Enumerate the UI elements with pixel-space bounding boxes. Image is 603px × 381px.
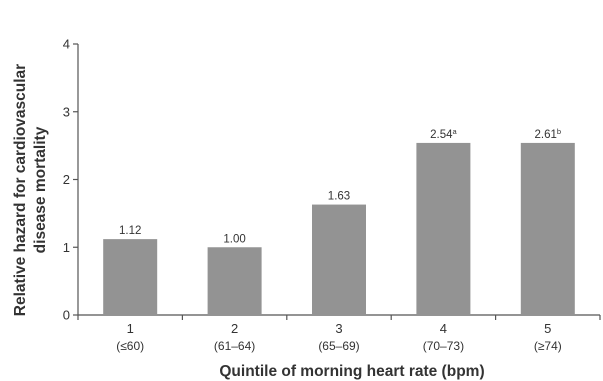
data-label: 1.12 xyxy=(119,225,141,237)
bar-quintile-4 xyxy=(416,142,471,315)
data-labels: 1.12 1.00 1.63 2.54a 2.61b xyxy=(119,127,561,245)
x-tick-sublabel: (70–73) xyxy=(423,339,464,353)
x-tick-sublabel: (65–69) xyxy=(318,339,359,353)
data-label-value: 1.00 xyxy=(223,233,245,245)
y-axis-title-line-1: Relative hazard for cardiovascular xyxy=(12,64,29,316)
data-label: 1.00 xyxy=(223,233,245,245)
y-tick-label: 1 xyxy=(63,240,70,255)
data-label-value: 1.63 xyxy=(328,191,350,203)
data-label-superscript: a xyxy=(453,127,458,136)
y-axis: 0 1 2 3 4 xyxy=(63,37,79,323)
x-tick-label: 5 xyxy=(544,321,551,336)
x-tick-sublabel: (≥74) xyxy=(534,339,562,353)
bars xyxy=(103,142,575,315)
y-tick-label: 0 xyxy=(63,308,70,323)
y-tick-label: 2 xyxy=(63,172,70,187)
x-axis: 1 (≤60) 2 (61–64) 3 (65–69) 4 (70–73) 5 (≥74) xyxy=(77,314,601,353)
data-label-value: 1.12 xyxy=(119,225,141,237)
data-label-value: 2.61 xyxy=(535,129,557,141)
data-label: 2.54a xyxy=(430,127,457,141)
y-tick-label: 4 xyxy=(63,37,70,52)
x-tick-label: 4 xyxy=(440,321,447,336)
x-tick-label: 1 xyxy=(127,321,134,336)
y-axis-title-line-2: disease mortality xyxy=(32,126,49,253)
y-tick-label: 3 xyxy=(63,104,70,119)
bar-quintile-5 xyxy=(520,142,575,315)
data-label-value: 2.54 xyxy=(430,129,453,141)
data-label-superscript: b xyxy=(557,127,561,136)
bar-quintile-2 xyxy=(207,247,262,315)
x-tick-label: 2 xyxy=(231,321,238,336)
bar-quintile-1 xyxy=(103,239,158,315)
y-axis-title: Relative hazard for cardiovascular disea… xyxy=(12,64,49,316)
bar-quintile-3 xyxy=(312,204,366,315)
data-label: 1.63 xyxy=(328,191,350,203)
x-tick-label: 3 xyxy=(335,321,342,336)
x-axis-title: Quintile of morning heart rate (bpm) xyxy=(219,363,484,380)
x-tick-sublabel: (≤60) xyxy=(116,339,144,353)
data-label: 2.61b xyxy=(535,127,562,141)
x-tick-sublabel: (61–64) xyxy=(214,339,255,353)
